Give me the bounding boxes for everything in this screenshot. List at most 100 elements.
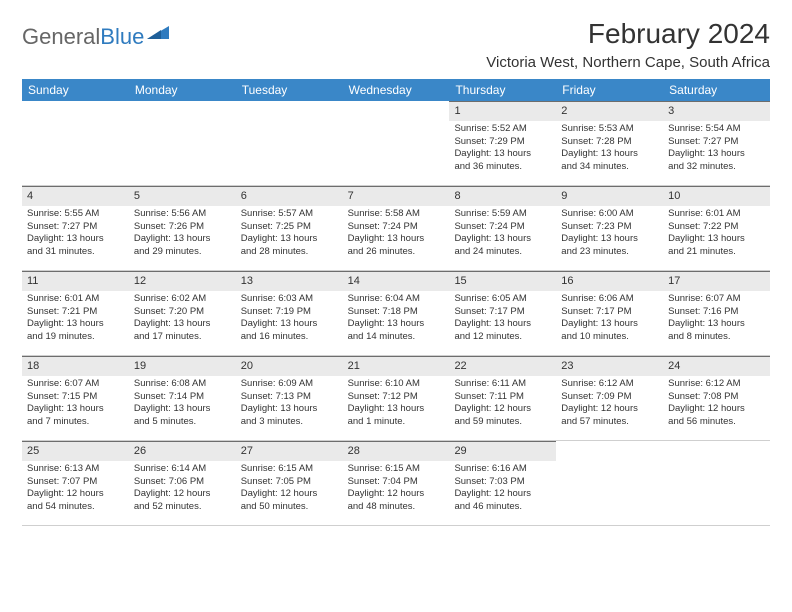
daylight-line2: and 12 minutes.	[454, 331, 551, 344]
day-body: Sunrise: 6:07 AMSunset: 7:15 PMDaylight:…	[22, 376, 129, 433]
day-body: Sunrise: 5:58 AMSunset: 7:24 PMDaylight:…	[343, 206, 450, 263]
day-body: Sunrise: 5:53 AMSunset: 7:28 PMDaylight:…	[556, 121, 663, 178]
brand-logo: GeneralBlue	[22, 18, 169, 50]
day-body: Sunrise: 6:06 AMSunset: 7:17 PMDaylight:…	[556, 291, 663, 348]
daylight-line2: and 36 minutes.	[454, 161, 551, 174]
day-cell: 3Sunrise: 5:54 AMSunset: 7:27 PMDaylight…	[663, 101, 770, 185]
day-cell: 16Sunrise: 6:06 AMSunset: 7:17 PMDayligh…	[556, 271, 663, 355]
empty-day-cell: .	[343, 101, 450, 185]
daylight-line1: Daylight: 13 hours	[348, 403, 445, 416]
daylight-line1: Daylight: 13 hours	[348, 318, 445, 331]
day-cell: 25Sunrise: 6:13 AMSunset: 7:07 PMDayligh…	[22, 441, 129, 525]
day-cell: 29Sunrise: 6:16 AMSunset: 7:03 PMDayligh…	[449, 441, 556, 525]
weekday-header-cell: Friday	[556, 79, 663, 101]
daylight-line2: and 56 minutes.	[668, 416, 765, 429]
daylight-line1: Daylight: 13 hours	[27, 403, 124, 416]
day-cell: 19Sunrise: 6:08 AMSunset: 7:14 PMDayligh…	[129, 356, 236, 440]
daylight-line2: and 24 minutes.	[454, 246, 551, 259]
daylight-line2: and 16 minutes.	[241, 331, 338, 344]
sunrise-line: Sunrise: 6:15 AM	[348, 463, 445, 476]
day-body: Sunrise: 6:03 AMSunset: 7:19 PMDaylight:…	[236, 291, 343, 348]
week-row: 4Sunrise: 5:55 AMSunset: 7:27 PMDaylight…	[22, 186, 770, 271]
day-number: 18	[22, 356, 129, 376]
sunset-line: Sunset: 7:07 PM	[27, 476, 124, 489]
day-number: 12	[129, 271, 236, 291]
day-body: Sunrise: 6:13 AMSunset: 7:07 PMDaylight:…	[22, 461, 129, 518]
day-number: 23	[556, 356, 663, 376]
day-body: Sunrise: 6:09 AMSunset: 7:13 PMDaylight:…	[236, 376, 343, 433]
daylight-line2: and 31 minutes.	[27, 246, 124, 259]
sunset-line: Sunset: 7:17 PM	[561, 306, 658, 319]
weekday-header-cell: Wednesday	[343, 79, 450, 101]
sunset-line: Sunset: 7:27 PM	[27, 221, 124, 234]
day-number: 26	[129, 441, 236, 461]
sunset-line: Sunset: 7:05 PM	[241, 476, 338, 489]
daylight-line1: Daylight: 13 hours	[348, 233, 445, 246]
day-body: Sunrise: 6:10 AMSunset: 7:12 PMDaylight:…	[343, 376, 450, 433]
day-cell: 8Sunrise: 5:59 AMSunset: 7:24 PMDaylight…	[449, 186, 556, 270]
sunrise-line: Sunrise: 6:13 AM	[27, 463, 124, 476]
daylight-line2: and 8 minutes.	[668, 331, 765, 344]
day-number: 11	[22, 271, 129, 291]
day-cell: 10Sunrise: 6:01 AMSunset: 7:22 PMDayligh…	[663, 186, 770, 270]
weekday-header-cell: Sunday	[22, 79, 129, 101]
day-cell: 22Sunrise: 6:11 AMSunset: 7:11 PMDayligh…	[449, 356, 556, 440]
day-number: 2	[556, 101, 663, 121]
sunrise-line: Sunrise: 5:57 AM	[241, 208, 338, 221]
daylight-line1: Daylight: 13 hours	[241, 318, 338, 331]
sunrise-line: Sunrise: 6:01 AM	[27, 293, 124, 306]
day-cell: 5Sunrise: 5:56 AMSunset: 7:26 PMDaylight…	[129, 186, 236, 270]
sunrise-line: Sunrise: 6:04 AM	[348, 293, 445, 306]
daylight-line1: Daylight: 13 hours	[668, 148, 765, 161]
sunrise-line: Sunrise: 6:01 AM	[668, 208, 765, 221]
day-body: Sunrise: 5:59 AMSunset: 7:24 PMDaylight:…	[449, 206, 556, 263]
daylight-line1: Daylight: 12 hours	[134, 488, 231, 501]
day-cell: 14Sunrise: 6:04 AMSunset: 7:18 PMDayligh…	[343, 271, 450, 355]
daylight-line1: Daylight: 13 hours	[668, 233, 765, 246]
day-number: 22	[449, 356, 556, 376]
sunset-line: Sunset: 7:21 PM	[27, 306, 124, 319]
day-cell: 9Sunrise: 6:00 AMSunset: 7:23 PMDaylight…	[556, 186, 663, 270]
weekday-header-cell: Monday	[129, 79, 236, 101]
sunset-line: Sunset: 7:28 PM	[561, 136, 658, 149]
day-number: 19	[129, 356, 236, 376]
day-cell: 1Sunrise: 5:52 AMSunset: 7:29 PMDaylight…	[449, 101, 556, 185]
day-cell: 20Sunrise: 6:09 AMSunset: 7:13 PMDayligh…	[236, 356, 343, 440]
daylight-line2: and 29 minutes.	[134, 246, 231, 259]
day-number: 7	[343, 186, 450, 206]
daylight-line2: and 14 minutes.	[348, 331, 445, 344]
page-header: GeneralBlue February 2024 Victoria West,…	[22, 18, 770, 71]
sunset-line: Sunset: 7:13 PM	[241, 391, 338, 404]
day-cell: 11Sunrise: 6:01 AMSunset: 7:21 PMDayligh…	[22, 271, 129, 355]
daylight-line2: and 48 minutes.	[348, 501, 445, 514]
daylight-line2: and 1 minute.	[348, 416, 445, 429]
day-body: Sunrise: 5:55 AMSunset: 7:27 PMDaylight:…	[22, 206, 129, 263]
day-body: Sunrise: 6:07 AMSunset: 7:16 PMDaylight:…	[663, 291, 770, 348]
day-cell: 18Sunrise: 6:07 AMSunset: 7:15 PMDayligh…	[22, 356, 129, 440]
sunset-line: Sunset: 7:14 PM	[134, 391, 231, 404]
sunset-line: Sunset: 7:24 PM	[348, 221, 445, 234]
day-number: 24	[663, 356, 770, 376]
day-number: 8	[449, 186, 556, 206]
day-cell: 15Sunrise: 6:05 AMSunset: 7:17 PMDayligh…	[449, 271, 556, 355]
daylight-line2: and 59 minutes.	[454, 416, 551, 429]
empty-day-cell: .	[129, 101, 236, 185]
day-body: Sunrise: 6:11 AMSunset: 7:11 PMDaylight:…	[449, 376, 556, 433]
sunset-line: Sunset: 7:06 PM	[134, 476, 231, 489]
sunrise-line: Sunrise: 5:55 AM	[27, 208, 124, 221]
sunrise-line: Sunrise: 6:16 AM	[454, 463, 551, 476]
sunrise-line: Sunrise: 5:54 AM	[668, 123, 765, 136]
daylight-line2: and 19 minutes.	[27, 331, 124, 344]
day-cell: 2Sunrise: 5:53 AMSunset: 7:28 PMDaylight…	[556, 101, 663, 185]
sunset-line: Sunset: 7:17 PM	[454, 306, 551, 319]
daylight-line2: and 3 minutes.	[241, 416, 338, 429]
title-block: February 2024 Victoria West, Northern Ca…	[486, 18, 770, 71]
day-number: 16	[556, 271, 663, 291]
day-cell: 6Sunrise: 5:57 AMSunset: 7:25 PMDaylight…	[236, 186, 343, 270]
day-number: 13	[236, 271, 343, 291]
sunset-line: Sunset: 7:20 PM	[134, 306, 231, 319]
daylight-line1: Daylight: 12 hours	[561, 403, 658, 416]
calendar: SundayMondayTuesdayWednesdayThursdayFrid…	[22, 79, 770, 526]
day-body: Sunrise: 6:15 AMSunset: 7:04 PMDaylight:…	[343, 461, 450, 518]
sunset-line: Sunset: 7:09 PM	[561, 391, 658, 404]
